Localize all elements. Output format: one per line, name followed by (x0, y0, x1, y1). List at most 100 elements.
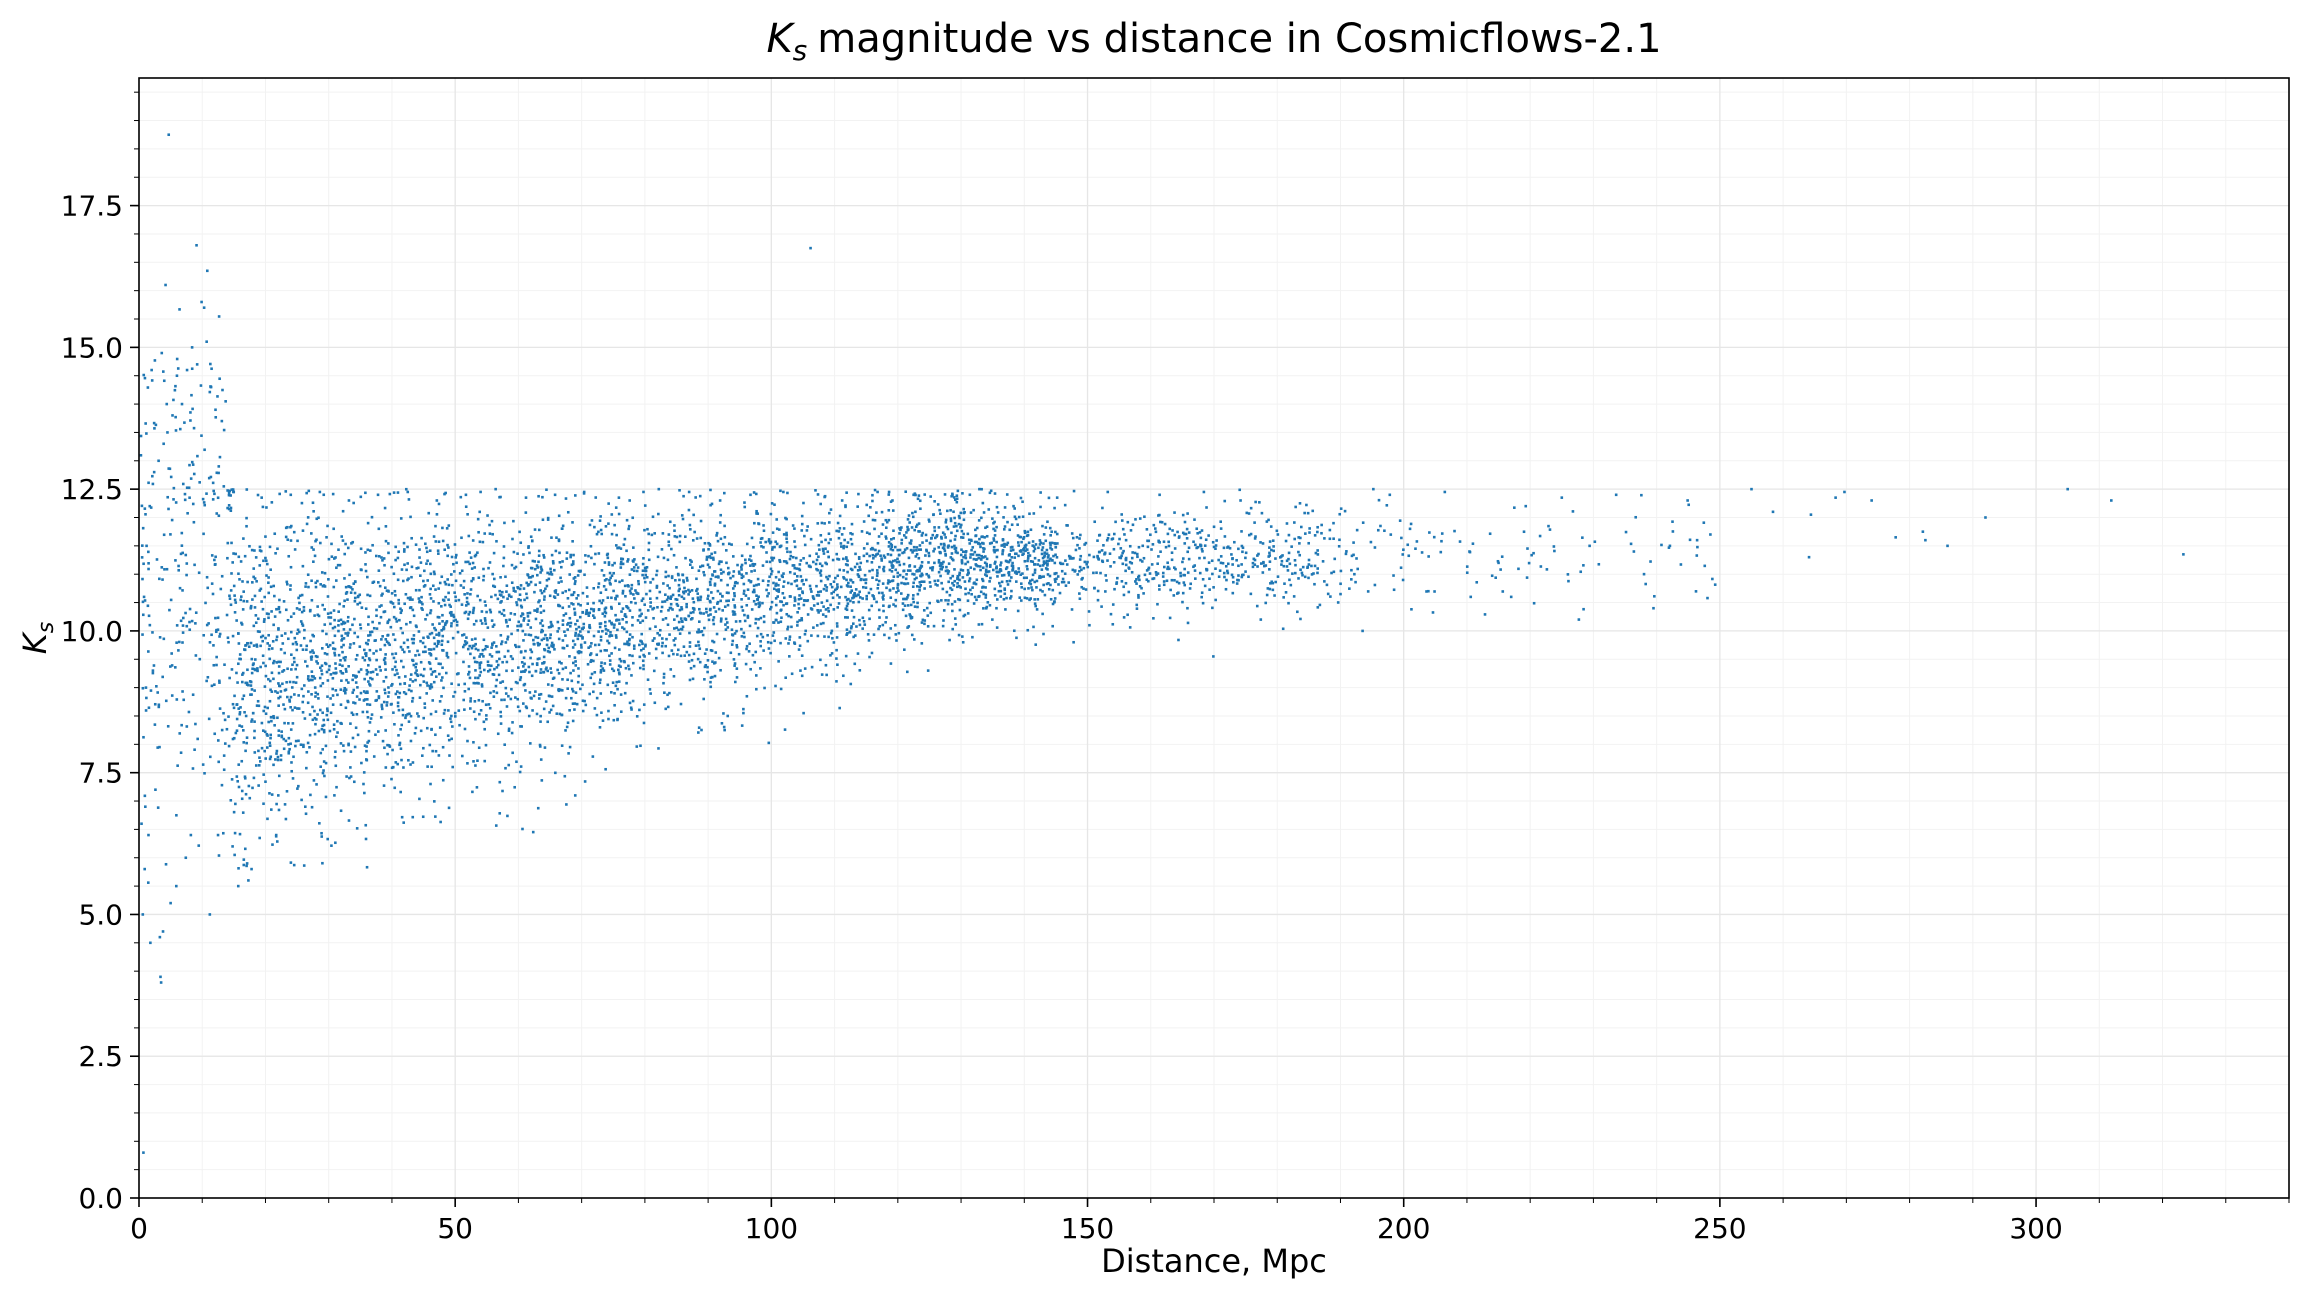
data-point (909, 603, 913, 607)
data-point (1356, 567, 1360, 571)
data-point (685, 576, 689, 580)
data-point (281, 682, 284, 686)
data-point (916, 601, 919, 605)
data-point (181, 551, 184, 555)
data-point (446, 734, 450, 737)
data-point (1137, 576, 1140, 579)
data-point (695, 537, 699, 540)
data-point (717, 607, 721, 611)
data-point (249, 641, 253, 645)
data-point (1019, 582, 1023, 585)
data-point (986, 601, 990, 604)
data-point (1196, 545, 1200, 549)
data-point (449, 605, 453, 608)
data-point (413, 732, 417, 735)
data-point (719, 620, 723, 623)
data-point (895, 639, 898, 642)
data-point (615, 680, 619, 684)
data-point (722, 725, 726, 729)
data-point (536, 607, 539, 611)
data-point (387, 542, 390, 545)
data-point (1300, 525, 1303, 529)
data-point (326, 709, 329, 713)
data-point (846, 585, 850, 588)
data-point (708, 544, 712, 547)
data-point (563, 630, 566, 633)
data-point (993, 492, 997, 495)
data-point (705, 648, 708, 651)
data-point (422, 674, 425, 678)
data-point (447, 524, 451, 527)
data-point (908, 613, 912, 616)
data-point (216, 833, 220, 837)
data-point (536, 566, 540, 569)
data-point (247, 645, 251, 649)
data-point (441, 666, 444, 670)
data-point (884, 526, 888, 530)
data-point (928, 581, 932, 584)
data-point (457, 709, 461, 712)
data-point (264, 636, 267, 640)
data-point (278, 610, 282, 614)
data-point (1033, 568, 1037, 572)
data-point (1093, 586, 1096, 590)
data-point (637, 579, 640, 583)
data-point (453, 715, 457, 718)
data-point (273, 724, 276, 727)
data-point (147, 550, 150, 554)
data-point (700, 728, 703, 732)
data-point (452, 613, 455, 617)
data-point (262, 802, 265, 806)
data-point (535, 662, 539, 665)
data-point (974, 582, 978, 586)
data-point (724, 549, 728, 552)
data-point (542, 637, 546, 640)
data-point (766, 640, 770, 644)
data-point (215, 471, 219, 475)
data-point (327, 557, 331, 561)
data-point (253, 549, 256, 552)
data-point (1166, 565, 1170, 569)
data-point (418, 588, 421, 592)
data-point (450, 622, 453, 625)
data-point (887, 541, 891, 544)
data-point (502, 556, 506, 560)
data-point (396, 762, 400, 766)
data-point (970, 548, 973, 552)
data-point (1013, 507, 1016, 510)
data-point (684, 556, 687, 560)
data-point (883, 556, 887, 559)
data-point (492, 551, 496, 555)
data-point (577, 602, 580, 606)
data-point (1135, 582, 1138, 585)
data-point (1017, 570, 1021, 574)
data-point (601, 599, 605, 602)
data-point (1702, 521, 1706, 524)
data-point (1112, 547, 1116, 551)
data-point (720, 572, 723, 575)
data-point (802, 556, 805, 560)
data-point (743, 619, 747, 623)
data-point (717, 562, 721, 566)
data-point (527, 576, 531, 579)
data-point (1170, 558, 1174, 562)
data-point (360, 761, 363, 765)
data-point (858, 618, 861, 622)
data-point (660, 548, 664, 551)
data-point (995, 566, 998, 570)
data-point (1239, 499, 1242, 502)
data-point (1401, 553, 1405, 556)
data-point (944, 520, 948, 524)
data-point (582, 492, 586, 495)
data-point (514, 696, 517, 699)
data-point (390, 592, 394, 595)
data-point (509, 697, 513, 701)
data-point (1194, 577, 1197, 580)
data-point (425, 546, 428, 550)
data-point (561, 524, 565, 528)
data-point (406, 712, 410, 716)
data-point (740, 565, 743, 569)
data-point (169, 901, 172, 905)
data-point (435, 499, 439, 502)
data-point (225, 613, 229, 617)
